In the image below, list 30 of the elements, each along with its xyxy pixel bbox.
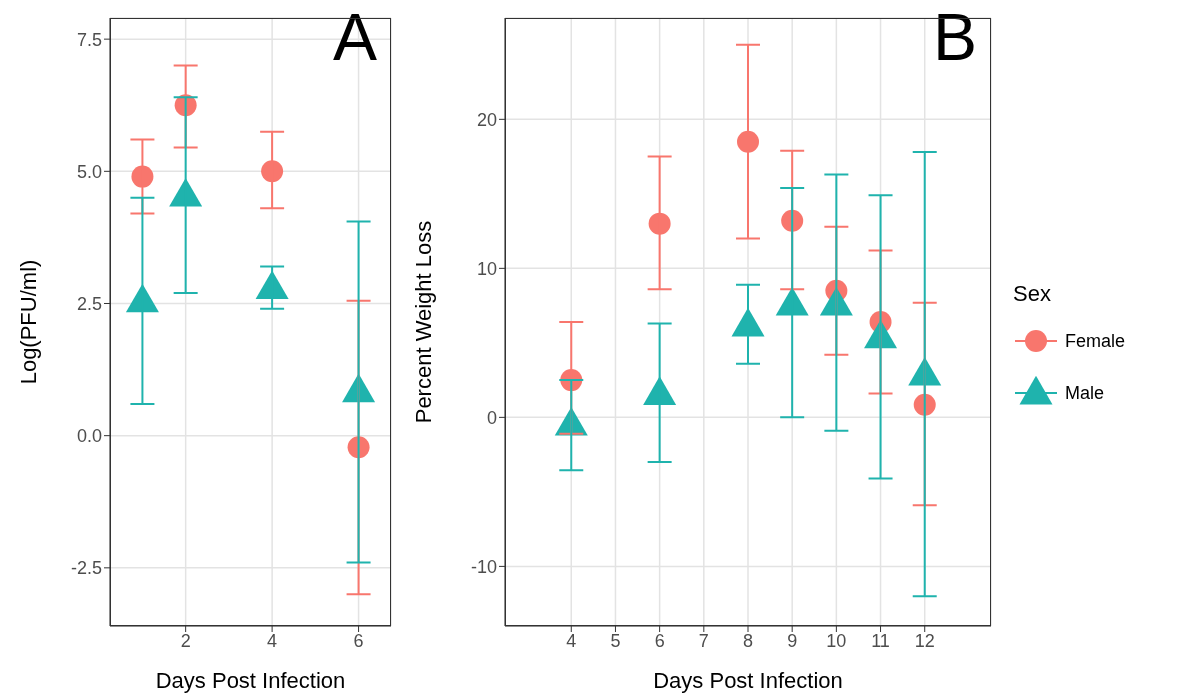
- y-axis-title: Percent Weight Loss: [410, 220, 436, 424]
- x-tick-label: 8: [742, 630, 754, 651]
- y-tick-label: 0: [486, 407, 497, 428]
- y-axis-title: Log(PFU/ml): [15, 259, 41, 385]
- x-tick-label: 6: [353, 630, 364, 651]
- legend-title: Sex: [1013, 281, 1052, 307]
- x-tick-label: 5: [610, 630, 621, 651]
- x-axis-title: Days Post Infection: [155, 668, 346, 693]
- y-tick-label: 0.0: [76, 426, 102, 447]
- y-tick-label: 10: [476, 258, 497, 279]
- annotation: A: [332, 0, 377, 74]
- x-tick-label: 4: [267, 630, 278, 651]
- x-tick-label: 6: [654, 630, 665, 651]
- y-tick-label: 5.0: [76, 161, 102, 182]
- x-axis-title: Days Post Infection: [653, 668, 843, 693]
- x-tick-label: 7: [698, 630, 709, 651]
- y-tick-label: 7.5: [76, 29, 102, 50]
- legend-label: Female: [1065, 330, 1126, 352]
- y-tick-label: 20: [476, 109, 497, 130]
- annotation: B: [932, 0, 977, 74]
- x-tick-label: 4: [566, 630, 577, 651]
- x-tick-label: 9: [787, 630, 798, 651]
- x-tick-label: 10: [826, 630, 847, 651]
- x-tick-label: 11: [871, 630, 890, 651]
- x-tick-label: 2: [180, 630, 191, 651]
- y-tick-label: -10: [470, 556, 497, 577]
- x-tick-label: 12: [914, 630, 935, 651]
- legend-label: Male: [1065, 382, 1105, 404]
- y-tick-label: -2.5: [70, 558, 102, 579]
- y-tick-label: 2.5: [76, 293, 102, 314]
